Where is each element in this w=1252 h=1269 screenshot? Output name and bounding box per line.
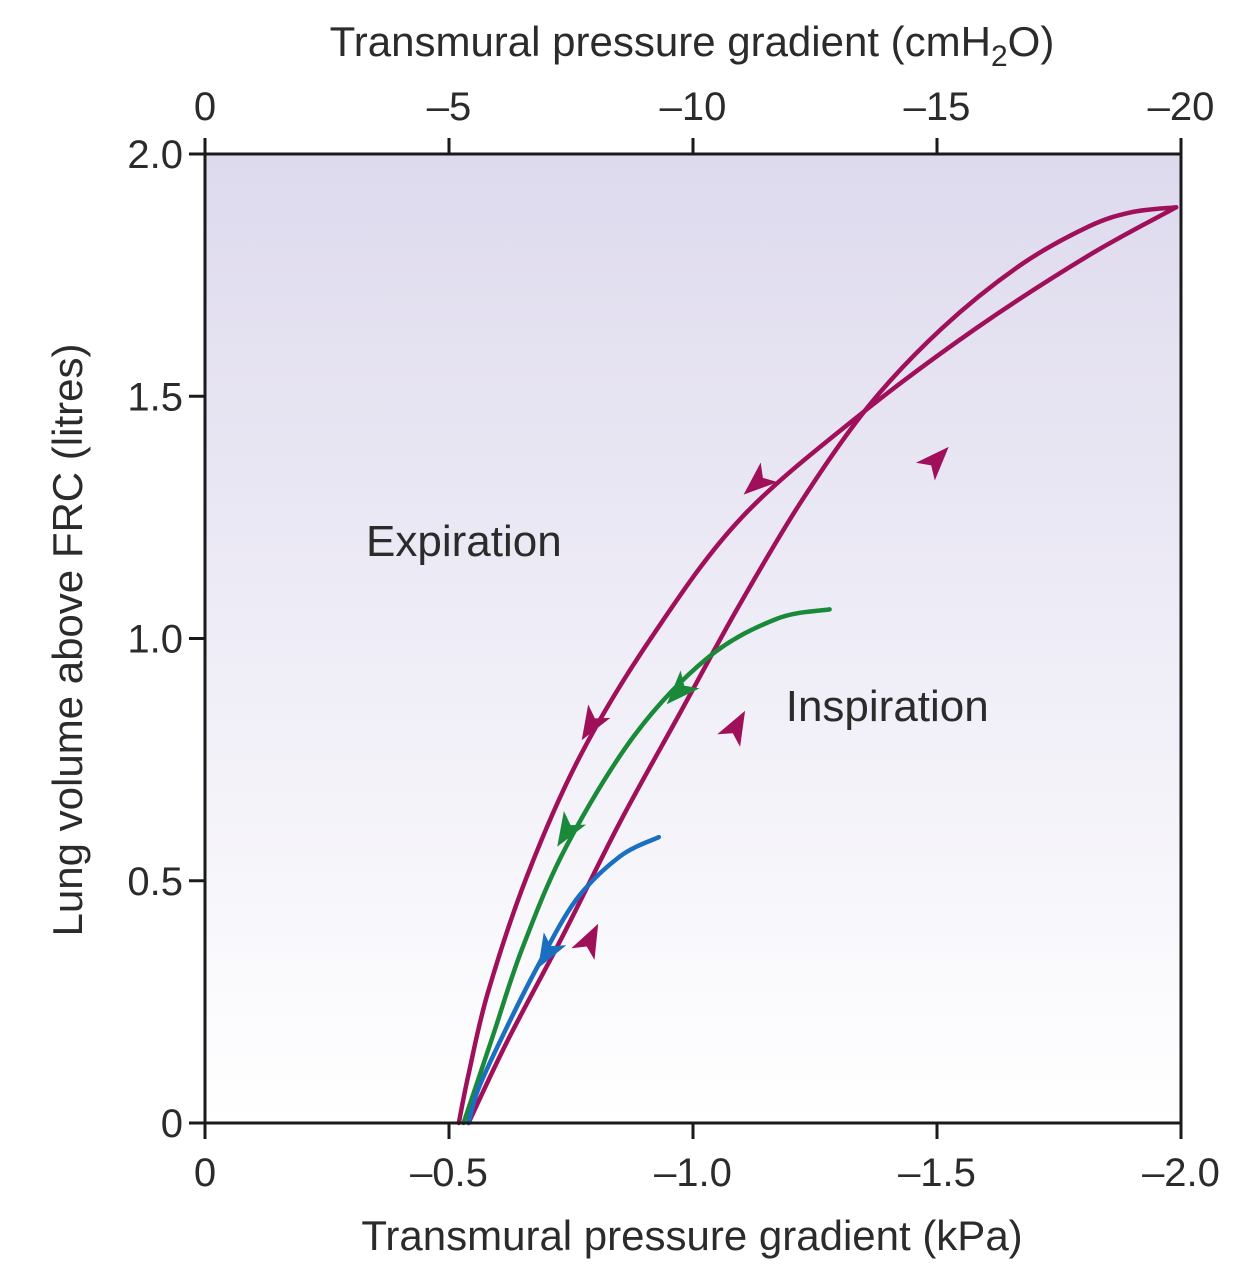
ticks-layer: 0 –0.5 –1.0 –1.5 –2.0 0 –5 –10 –15 –20 0 0.5 1.0 1.5 2… <box>127 85 1220 1195</box>
y-tick-label: 2.0 <box>127 133 183 177</box>
y-tick-label: 0.5 <box>127 860 183 904</box>
expiration-label: Expiration <box>366 517 562 566</box>
plot-area <box>205 154 1181 1123</box>
x-bottom-tick-label: –0.5 <box>410 1151 488 1195</box>
series-line-0 <box>466 205 1179 1126</box>
y-tick-label: 1.0 <box>127 618 183 662</box>
x-bottom-tick-label: 0 <box>194 1151 216 1195</box>
series-line-3 <box>466 834 662 1126</box>
series-arrow-0 <box>915 446 949 481</box>
series-line-2 <box>461 607 832 1126</box>
inspiration-label: Inspiration <box>786 682 989 731</box>
series-arrow-0 <box>717 710 746 747</box>
x-bottom-tick-label: –1.5 <box>898 1151 976 1195</box>
y-tick-label: 1.5 <box>127 375 183 419</box>
bottom-axis-title: Transmural pressure gradient (kPa) <box>361 1212 1022 1259</box>
y-axis-title: Lung volume above FRC (litres) <box>44 344 91 937</box>
series-arrow-2 <box>666 670 700 705</box>
series-line-1 <box>456 205 1179 1126</box>
x-top-tick-label: –20 <box>1148 85 1215 129</box>
curves-layer <box>456 205 1179 1126</box>
series-arrow-1 <box>743 462 778 495</box>
x-top-tick-label: –10 <box>660 85 727 129</box>
x-top-tick-label: 0 <box>194 85 216 129</box>
series-arrow-2 <box>557 811 587 847</box>
arrows-layer <box>538 446 949 969</box>
x-bottom-tick-label: –2.0 <box>1142 1151 1220 1195</box>
series-arrow-3 <box>538 932 567 969</box>
x-top-tick-label: –5 <box>427 85 472 129</box>
x-bottom-tick-label: –1.0 <box>654 1151 732 1195</box>
y-tick-label: 0 <box>161 1102 183 1146</box>
series-arrow-0 <box>571 923 599 960</box>
series-arrow-1 <box>581 704 611 741</box>
x-top-tick-label: –15 <box>904 85 971 129</box>
top-axis-title: Transmural pressure gradient (cmH2O) <box>330 18 1055 73</box>
